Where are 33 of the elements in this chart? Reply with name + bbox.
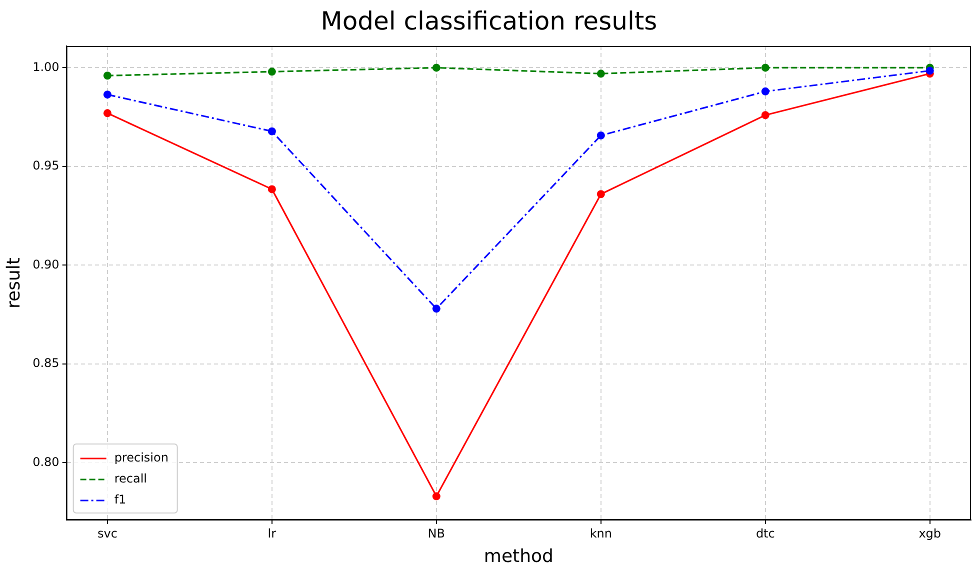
x-tick-label: NB [428, 526, 446, 540]
y-tick-label: 0.85 [32, 356, 60, 370]
y-tick-label: 0.90 [32, 257, 60, 272]
point [926, 66, 934, 75]
point [103, 90, 112, 99]
point [596, 190, 605, 198]
legend-label: recall [114, 472, 147, 486]
chart-title: Model classification results [320, 6, 658, 36]
point [432, 492, 440, 500]
x-tick-label: dtc [756, 526, 775, 540]
x-tick-label: lr [268, 526, 276, 540]
point [268, 185, 276, 194]
point [103, 72, 112, 80]
point [432, 64, 440, 72]
point [761, 87, 770, 96]
y-axis-title: result [3, 258, 24, 308]
y-tick-label: 0.95 [32, 158, 60, 173]
x-tick-label: knn [590, 526, 612, 540]
y-tick-label: 0.80 [32, 454, 60, 469]
point [596, 131, 605, 140]
point [596, 70, 605, 78]
point [761, 111, 770, 120]
point [268, 127, 276, 136]
legend-label: f1 [114, 492, 126, 507]
y-tick-label: 1.00 [32, 60, 60, 74]
point [432, 304, 440, 313]
legend-label: precision [114, 450, 168, 465]
point [103, 109, 112, 118]
x-tick-label: xgb [918, 526, 942, 540]
x-axis-title: method [484, 546, 554, 567]
x-tick-label: svc [97, 526, 118, 540]
point [761, 64, 770, 72]
point [268, 68, 276, 76]
